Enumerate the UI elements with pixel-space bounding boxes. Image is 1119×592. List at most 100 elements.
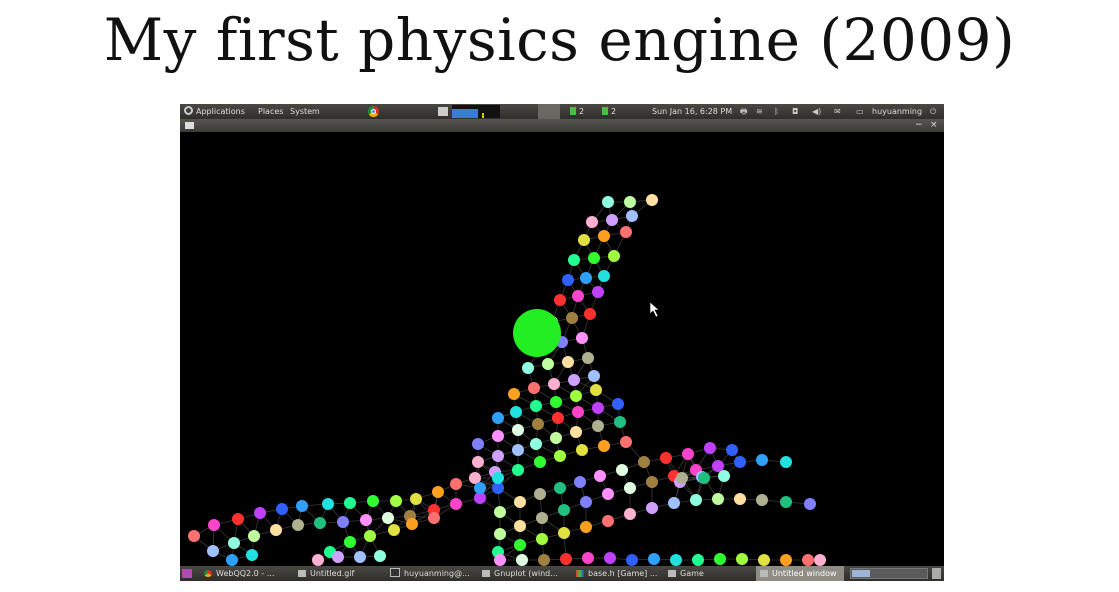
window-icon — [185, 122, 194, 129]
system-menu[interactable]: System — [290, 107, 320, 116]
show-desktop-icon[interactable] — [182, 569, 192, 578]
close-button[interactable]: × — [930, 120, 938, 130]
particles — [188, 194, 826, 566]
particle — [646, 476, 658, 488]
minimize-button[interactable]: − — [915, 120, 923, 130]
particle — [624, 196, 636, 208]
particle — [560, 553, 572, 565]
particle — [512, 424, 524, 436]
particle — [598, 440, 610, 452]
particle — [450, 478, 462, 490]
particle — [474, 492, 486, 504]
particle — [718, 470, 730, 482]
particle — [582, 352, 594, 364]
bluetooth-icon[interactable]: ᛒ — [774, 107, 779, 116]
chrome-launcher-icon[interactable] — [368, 106, 379, 117]
particle — [494, 554, 506, 566]
particle — [698, 472, 710, 484]
network-monitor-icon — [438, 107, 448, 116]
particle — [492, 472, 504, 484]
places-menu[interactable]: Places — [258, 107, 284, 116]
particle — [736, 553, 748, 565]
particle — [676, 472, 688, 484]
particle — [780, 554, 792, 566]
task-game[interactable]: Game — [668, 566, 748, 581]
wifi-icon[interactable]: ≋ — [756, 107, 763, 116]
particle — [598, 230, 610, 242]
particle — [554, 294, 566, 306]
particle — [602, 196, 614, 208]
mail-icon[interactable]: ✉ — [834, 107, 841, 116]
window-titlebar[interactable]: − × — [180, 119, 944, 132]
particle — [532, 418, 544, 430]
particle — [624, 482, 636, 494]
particle — [494, 528, 506, 540]
particle — [594, 470, 606, 482]
particle — [228, 537, 240, 549]
image-icon — [298, 570, 306, 577]
slide-title: My first physics engine (2009) — [103, 6, 1016, 74]
task-untitled-window[interactable]: Untitled window — [756, 566, 844, 581]
particle — [712, 493, 724, 505]
particle — [388, 524, 400, 536]
printer-icon[interactable]: 🖶 — [740, 107, 748, 116]
particle — [536, 533, 548, 545]
particle — [494, 506, 506, 518]
task-terminal[interactable]: huyuanming@... — [390, 566, 476, 581]
chrome-icon — [204, 570, 212, 577]
task-webqq[interactable]: WebQQ2.0 - ... — [204, 566, 290, 581]
workspace-button[interactable] — [538, 104, 560, 119]
particle — [608, 250, 620, 262]
power-icon[interactable]: ⏻ — [930, 107, 937, 116]
particle — [207, 545, 219, 557]
particle — [602, 488, 614, 500]
particle — [582, 552, 594, 564]
particle — [572, 290, 584, 302]
workspace-switcher[interactable] — [850, 568, 928, 579]
particle — [568, 254, 580, 266]
task-editor[interactable]: base.h [Game] ... — [576, 566, 662, 581]
task-untitled-gif[interactable]: Untitled.gif — [298, 566, 384, 581]
volume-icon[interactable]: ◀) — [812, 107, 822, 116]
particle — [469, 472, 481, 484]
green-ball — [513, 309, 561, 357]
particle — [332, 551, 344, 563]
particle — [734, 493, 746, 505]
particle — [576, 332, 588, 344]
particle — [536, 512, 548, 524]
particle — [534, 488, 546, 500]
particle — [410, 493, 422, 505]
window-icon — [668, 570, 676, 577]
particle — [364, 530, 376, 542]
task-gnuplot[interactable]: Gnuplot (wind... — [482, 566, 568, 581]
particle — [602, 515, 614, 527]
workspace-indicator-1[interactable]: 2 — [570, 104, 584, 119]
bottom-taskbar: WebQQ2.0 - ... Untitled.gif huyuanming@.… — [180, 566, 944, 581]
particle — [514, 520, 526, 532]
cpu-usage-graph — [452, 105, 500, 118]
particle — [566, 312, 578, 324]
gnuplot-icon — [482, 570, 490, 577]
particle — [668, 497, 680, 509]
particle — [588, 370, 600, 382]
workspace-indicator-2[interactable]: 2 — [602, 104, 616, 119]
clock[interactable]: Sun Jan 16, 6:28 PM — [652, 107, 733, 116]
camera-icon[interactable]: ◘ — [792, 107, 799, 116]
particle — [450, 498, 462, 510]
particle — [492, 482, 504, 494]
username-label[interactable]: huyuanming — [872, 107, 923, 116]
particle — [568, 374, 580, 386]
particle — [514, 496, 526, 508]
physics-canvas[interactable] — [180, 132, 944, 566]
chat-icon[interactable]: ▭ — [856, 107, 864, 116]
window-icon — [760, 570, 768, 577]
applications-menu[interactable]: Applications — [184, 104, 245, 119]
particle — [558, 504, 570, 516]
particle — [522, 362, 534, 374]
top-panel: Applications Places System 2 2 Sun Jan 1… — [180, 104, 944, 119]
ubuntu-logo-icon — [184, 106, 193, 115]
particle — [512, 464, 524, 476]
particle — [714, 553, 726, 565]
trash-icon[interactable] — [932, 568, 941, 579]
particle — [472, 456, 484, 468]
